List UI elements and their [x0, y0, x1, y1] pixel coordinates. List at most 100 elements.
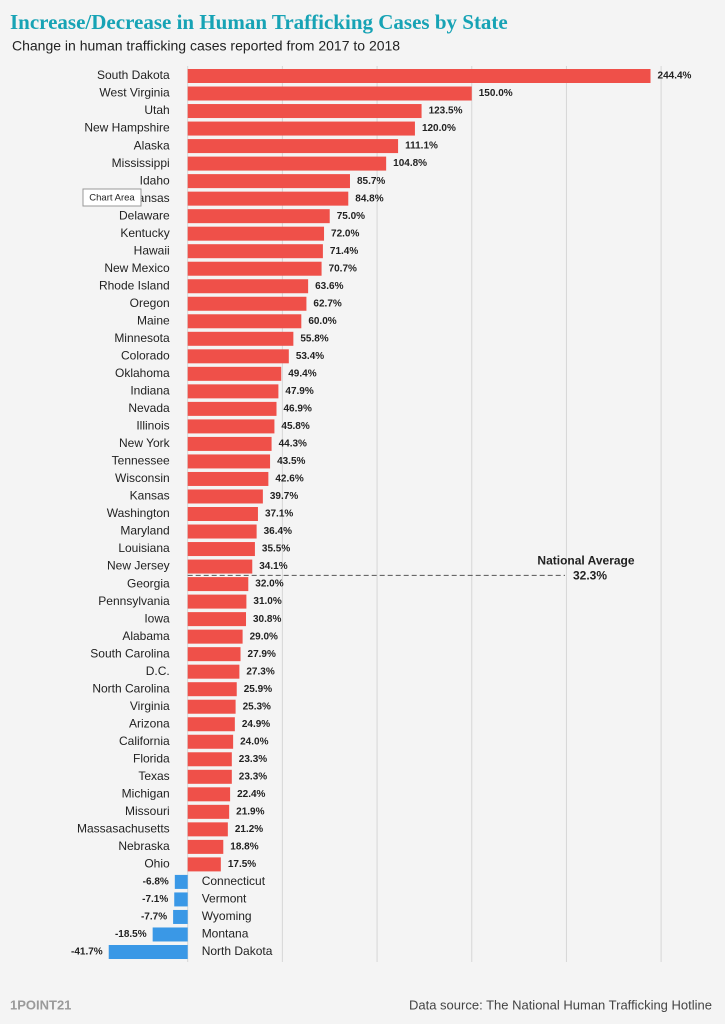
category-label: Virginia [130, 699, 170, 713]
bar [187, 139, 399, 154]
value-label: 32.0% [255, 579, 283, 590]
bar [187, 542, 255, 557]
category-label: Michigan [122, 786, 170, 800]
value-label: 72.0% [331, 228, 359, 239]
category-label: Kansas [130, 489, 170, 503]
bar [187, 419, 275, 434]
value-label: -41.7% [71, 947, 103, 958]
bar [187, 647, 241, 662]
bar [187, 524, 257, 539]
bar [187, 314, 302, 329]
bar [187, 454, 271, 469]
bar [187, 471, 269, 486]
bar [187, 664, 240, 679]
value-label: 46.9% [284, 404, 312, 415]
category-label: South Dakota [97, 68, 170, 82]
value-label: 39.7% [270, 491, 298, 502]
bar [174, 892, 188, 907]
value-label: 85.7% [357, 176, 385, 187]
category-label: Alaska [134, 138, 170, 152]
value-label: 55.8% [300, 333, 328, 344]
chart-title: Increase/Decrease in Human Trafficking C… [10, 10, 508, 34]
value-label: 29.0% [250, 631, 278, 642]
bar [187, 86, 472, 101]
category-label: Florida [133, 751, 170, 765]
category-label: Montana [202, 927, 249, 941]
bar [152, 927, 188, 942]
tooltip-box [82, 188, 142, 207]
bar [187, 629, 243, 644]
value-label: 47.9% [285, 386, 313, 397]
category-label: Nebraska [118, 839, 170, 853]
category-label: South Carolina [90, 646, 170, 660]
category-label: New Mexico [104, 261, 170, 275]
bar [187, 174, 350, 189]
bar [187, 787, 231, 802]
bar [187, 209, 330, 224]
value-label: 49.4% [288, 368, 316, 379]
value-label: 17.5% [228, 859, 256, 870]
bar [187, 69, 651, 83]
source: Data source: The National Human Traffick… [409, 997, 712, 1012]
bar [187, 261, 322, 276]
category-label: Oregon [130, 296, 170, 310]
bar [187, 717, 235, 732]
bar [187, 594, 247, 609]
category-label: Hawaii [134, 243, 170, 257]
category-label: Wisconsin [115, 471, 170, 485]
bar [187, 296, 307, 311]
category-label: Maine [137, 313, 170, 327]
value-label: 21.2% [235, 824, 263, 835]
value-label: -6.8% [143, 877, 169, 888]
bars: South Dakota 244.4% West Virginia 150.0% Uta… [71, 68, 692, 959]
category-label: North Dakota [202, 944, 273, 958]
logo: 1POINT21 [10, 997, 71, 1012]
category-label: New Hampshire [84, 121, 170, 135]
bar [187, 839, 224, 854]
tooltip: Chart Area [82, 188, 142, 207]
bar [187, 577, 249, 592]
category-label: Washington [107, 506, 170, 520]
category-label: Delaware [119, 208, 170, 222]
bar [187, 507, 258, 521]
category-label: Colorado [121, 348, 170, 362]
value-label: 37.1% [265, 509, 293, 520]
bar [187, 612, 247, 627]
category-label: Ohio [144, 857, 170, 871]
value-label: 27.3% [246, 666, 274, 677]
category-label: Arizona [129, 716, 170, 730]
category-label: Louisiana [118, 541, 170, 555]
category-label: New Jersey [107, 559, 170, 573]
value-label: 70.7% [329, 263, 357, 274]
value-label: 31.0% [253, 596, 281, 607]
category-label: Rhode Island [99, 278, 170, 292]
value-label: 44.3% [279, 439, 307, 450]
category-label: West Virginia [99, 86, 170, 100]
value-label: 18.8% [230, 842, 258, 853]
bar [187, 384, 279, 399]
bar [187, 156, 387, 171]
category-label: Indiana [130, 384, 170, 398]
bar [173, 909, 188, 924]
bar [187, 121, 415, 136]
bar [187, 752, 232, 767]
bar [187, 559, 253, 574]
value-label: 150.0% [479, 88, 513, 99]
bar [174, 874, 188, 889]
reference-value: 32.3% [573, 568, 607, 582]
value-label: 25.9% [244, 684, 272, 695]
category-label: Alabama [122, 629, 170, 643]
category-label: Connecticut [202, 874, 266, 888]
category-label: Illinois [136, 419, 169, 433]
category-label: Tennessee [112, 454, 170, 468]
category-label: Utah [144, 103, 169, 117]
chart-subtitle: Change in human trafficking cases report… [12, 38, 400, 54]
bar [187, 401, 277, 416]
value-label: 75.0% [337, 211, 365, 222]
value-label: -18.5% [115, 929, 147, 940]
bar [187, 489, 263, 504]
bar [187, 734, 234, 749]
category-label: Oklahoma [115, 366, 170, 380]
bar [187, 331, 294, 346]
category-label: Vermont [202, 892, 247, 906]
